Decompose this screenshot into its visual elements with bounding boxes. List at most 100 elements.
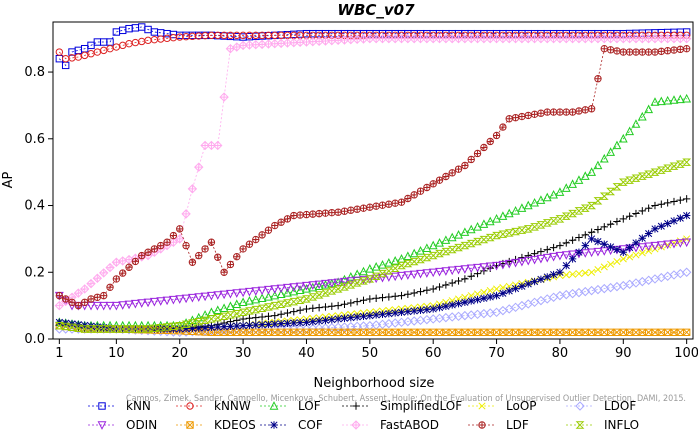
point-ldf (461, 161, 469, 170)
point-inflo (428, 251, 438, 260)
point-lof (435, 238, 444, 247)
point-lof (523, 200, 533, 210)
point-kdeos (404, 328, 412, 337)
point-lof (441, 235, 451, 244)
point-kdeos (252, 328, 260, 337)
point-lof (663, 95, 673, 105)
point-kdeos (644, 328, 653, 337)
legend-marker-inflo (575, 421, 585, 429)
point-lof (460, 227, 470, 236)
point-cof (239, 321, 247, 330)
y-tick-label: 0.0 (24, 332, 45, 347)
point-cof (537, 275, 545, 283)
point-inflo (511, 227, 520, 236)
point-odin (536, 254, 546, 264)
point-ldf (150, 245, 159, 253)
legend-label-kdeos: KDEOS (214, 418, 256, 432)
point-odin (511, 258, 520, 268)
point-lof (637, 111, 647, 121)
point-kdeos (264, 328, 273, 337)
point-inflo (675, 160, 685, 168)
point-odin (283, 283, 292, 293)
point-ldf (556, 108, 564, 116)
x-tick-label: 100 (674, 346, 698, 361)
point-ldf (429, 180, 437, 188)
legend-label-knn: kNN (126, 399, 151, 413)
point-inflo (365, 275, 375, 283)
point-cof (328, 315, 336, 324)
point-odin (650, 241, 660, 251)
point-ldf (619, 48, 627, 56)
point-odin (149, 297, 159, 307)
point-simplifiedlof (448, 279, 456, 287)
point-cof (182, 324, 190, 333)
point-inflo (200, 316, 210, 325)
point-odin (302, 281, 311, 291)
point-cof (505, 287, 513, 295)
point-ldf (207, 238, 216, 246)
point-lof (473, 221, 482, 231)
point-simplifiedlof (258, 313, 266, 321)
point-odin (276, 284, 286, 294)
legend-label-knnw: kNNW (214, 399, 251, 413)
point-ldf (131, 257, 140, 266)
point-loop (632, 251, 640, 259)
point-simplifiedlof (543, 245, 551, 254)
point-ldof (624, 279, 635, 289)
point-ldf (353, 205, 361, 213)
point-simplifiedlof (562, 239, 570, 247)
point-cof (423, 305, 431, 314)
point-simplifiedlof (632, 209, 640, 218)
point-inflo (422, 253, 432, 262)
point-ldf (347, 206, 355, 214)
point-loop (562, 271, 570, 279)
point-simplifiedlof (587, 228, 596, 236)
point-knnw (55, 48, 64, 56)
point-lof (403, 251, 413, 260)
point-ldf (233, 253, 241, 261)
point-lof (644, 104, 654, 114)
point-ldf (543, 108, 551, 116)
point-ldf (340, 207, 349, 215)
point-cof (353, 313, 361, 321)
x-tick-label: 70 (488, 346, 505, 361)
point-ldf (606, 46, 615, 54)
point-inflo (270, 301, 280, 310)
point-ldf (315, 210, 323, 218)
point-simplifiedlof (283, 309, 292, 317)
y-axis: 0.0 0.2 0.4 0.6 0.8 (24, 65, 53, 347)
legend-item-loop: LoOP (468, 399, 537, 413)
point-ldf (290, 211, 298, 220)
point-simplifiedlof (575, 233, 583, 242)
point-loop (499, 284, 507, 292)
point-kdeos (233, 328, 241, 337)
point-loop (626, 253, 634, 261)
point-cof (619, 248, 627, 256)
x-tick-label: 20 (171, 346, 188, 361)
point-fastabod (181, 209, 191, 219)
point-simplifiedlof (334, 301, 342, 310)
point-cof (651, 225, 659, 233)
point-inflo (111, 325, 121, 333)
point-fastabod (111, 257, 122, 267)
point-lof (549, 189, 559, 199)
point-loop (619, 255, 627, 263)
point-fastabod (54, 300, 65, 311)
point-inflo (149, 324, 159, 333)
point-inflo (130, 325, 140, 333)
point-cof (378, 310, 387, 319)
legend-label-ldof: LDOF (604, 399, 636, 413)
point-cof (157, 325, 165, 333)
point-cof (492, 291, 501, 300)
point-cof (416, 306, 425, 315)
point-odin (675, 239, 685, 248)
legend: kNN kNNW LOF SimplifiedLOF LoOP LDOF ODIN KDEOS… (88, 399, 639, 432)
point-inflo (175, 321, 185, 330)
point-odin (340, 277, 349, 287)
point-odin (561, 251, 571, 260)
point-kdeos (682, 328, 691, 337)
point-simplifiedlof (613, 217, 621, 226)
point-cof (321, 316, 330, 325)
point-inflo (219, 312, 229, 321)
point-ldf (372, 202, 380, 210)
